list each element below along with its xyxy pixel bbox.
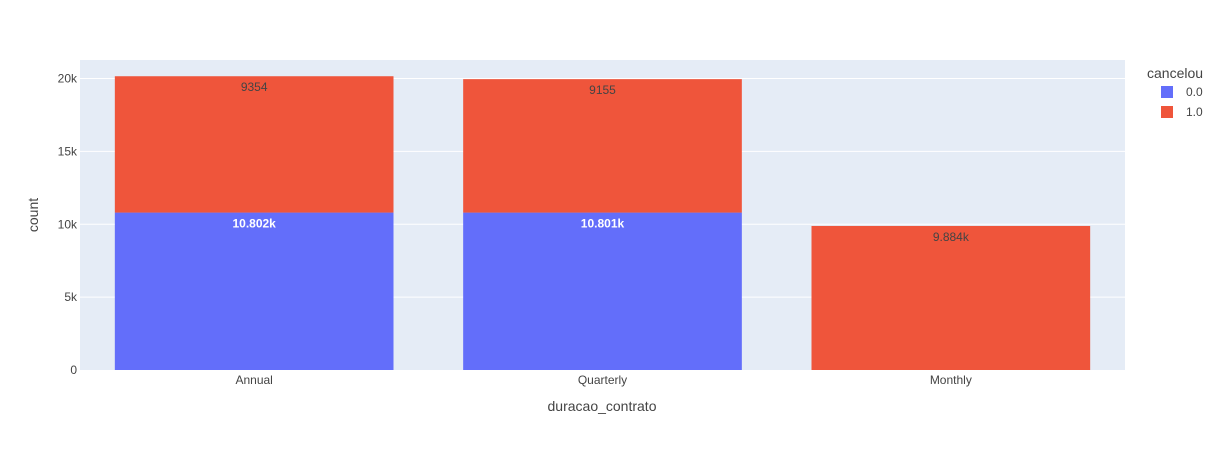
bar-labels: 10.802k 9354 10.801k 9155 9.884k [232, 80, 969, 244]
x-tick-label: Quarterly [578, 373, 627, 387]
legend-title: cancelou [1147, 65, 1203, 81]
bar-monthly-1-0[interactable] [811, 225, 1091, 370]
x-tick-labels: Annual Quarterly Monthly [235, 373, 971, 387]
legend-swatch[interactable] [1161, 106, 1173, 118]
bar-data-label: 9155 [589, 83, 616, 97]
legend-swatch[interactable] [1161, 86, 1173, 98]
y-tick-label: 5k [64, 290, 78, 304]
bar-data-label: 10.801k [581, 217, 625, 231]
legend-label[interactable]: 0.0 [1186, 85, 1203, 99]
y-tick-label: 0 [70, 363, 77, 377]
y-tick-labels: 0 5k 10k 15k 20k [58, 72, 78, 377]
bar-annual-1-0[interactable] [114, 76, 394, 213]
legend[interactable]: cancelou 0.0 1.0 [1147, 65, 1203, 119]
bars[interactable] [114, 76, 1091, 370]
legend-label[interactable]: 1.0 [1186, 105, 1203, 119]
bar-data-label: 10.802k [232, 217, 276, 231]
y-tick-label: 15k [58, 144, 78, 158]
bar-data-label: 9.884k [933, 230, 970, 244]
y-axis-title: count [25, 198, 41, 232]
x-axis-title: duracao_contrato [548, 398, 657, 414]
bar-annual-0-0[interactable] [114, 212, 394, 370]
bar-data-label: 9354 [241, 80, 268, 94]
y-tick-label: 10k [58, 217, 78, 231]
y-tick-label: 20k [58, 72, 78, 86]
x-tick-label: Annual [235, 373, 272, 387]
bar-quarterly-1-0[interactable] [463, 79, 742, 213]
x-tick-label: Monthly [930, 373, 972, 387]
bar-quarterly-0-0[interactable] [463, 212, 742, 370]
